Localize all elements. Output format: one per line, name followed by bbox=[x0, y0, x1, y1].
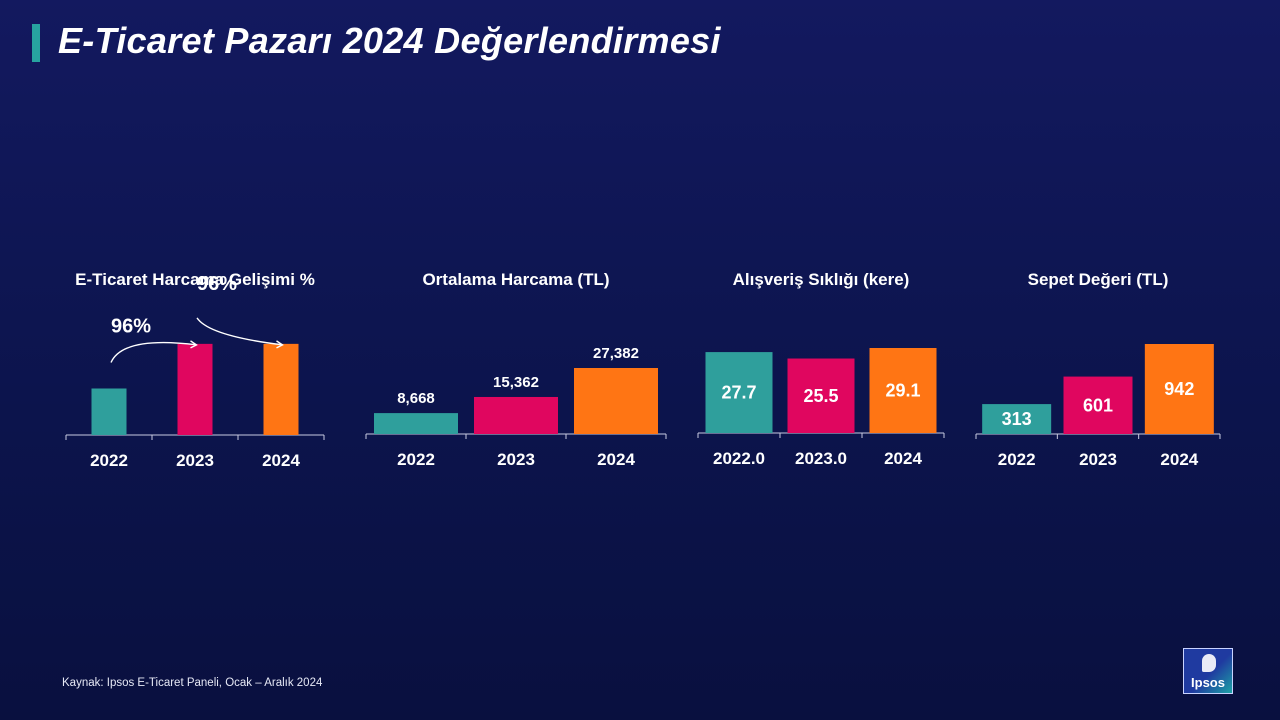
bar-2024 bbox=[1144, 344, 1214, 434]
growth-arrow-head-icon bbox=[190, 340, 198, 349]
data-label: 942 bbox=[1164, 379, 1194, 399]
page-title: E-Ticaret Pazarı 2024 Değerlendirmesi bbox=[58, 20, 721, 61]
x-tick-label: 2022 bbox=[397, 450, 435, 469]
x-tick-label: 2022.0 bbox=[713, 449, 765, 468]
data-label: 15,362 bbox=[493, 374, 539, 391]
growth-arrow bbox=[110, 341, 197, 363]
chart-panel-basket-value: Sepet Değeri (TL) 2022 313 2023 601 2024 942 bbox=[974, 262, 1222, 482]
bar-2023.0 bbox=[787, 358, 855, 433]
chart-basket-value: 2022 313 2023 601 2024 942 bbox=[975, 344, 1221, 469]
data-label: 25.5 bbox=[803, 386, 838, 406]
bar-2024 bbox=[869, 348, 937, 433]
x-tick-label: 2022 bbox=[90, 451, 128, 470]
chart-title: Ortalama Harcama (TL) bbox=[422, 270, 610, 289]
ipsos-logo-mark-icon bbox=[1202, 654, 1216, 672]
bar-2022 bbox=[91, 388, 127, 435]
x-tick-label: 2024 bbox=[884, 449, 922, 468]
source-footnote: Kaynak: Ipsos E-Ticaret Paneli, Ocak – A… bbox=[62, 677, 323, 689]
data-label: 27,382 bbox=[593, 345, 639, 362]
growth-annotation: 96% bbox=[197, 273, 237, 295]
data-label: 27.7 bbox=[721, 383, 756, 403]
x-tick-label: 2023 bbox=[176, 451, 214, 470]
bar-2023 bbox=[177, 343, 213, 435]
chart-spending-growth: 2022 2023 2024 96% 96% bbox=[65, 273, 325, 470]
x-tick-label: 2024 bbox=[262, 451, 300, 470]
chart-average-spending: 2022 8,668 2023 15,362 2024 27,382 bbox=[365, 345, 667, 469]
bar-2024 bbox=[263, 343, 299, 435]
growth-arrow bbox=[196, 317, 283, 346]
x-tick-label: 2024 bbox=[597, 450, 635, 469]
bar-2022 bbox=[982, 404, 1052, 434]
ipsos-logo: Ipsos bbox=[1183, 648, 1233, 694]
data-label: 8,668 bbox=[397, 390, 435, 407]
chart-shopping-frequency: 2022.0 27.7 2023.0 25.5 2024 29.1 bbox=[697, 348, 945, 468]
bar-2023 bbox=[474, 396, 558, 434]
bar-2024 bbox=[574, 368, 658, 434]
chart-title: Sepet Değeri (TL) bbox=[1027, 270, 1169, 289]
bar-2022.0 bbox=[705, 352, 773, 433]
bar-2023 bbox=[1063, 376, 1133, 434]
data-label: 601 bbox=[1083, 395, 1113, 415]
chart-title: Alışveriş Sıklığı (kere) bbox=[732, 270, 910, 289]
x-tick-label: 2023 bbox=[1079, 450, 1117, 469]
x-tick-label: 2022 bbox=[998, 450, 1036, 469]
chart-panel-shopping-frequency: Alışveriş Sıklığı (kere) 2022.0 27.7 2023.… bbox=[696, 262, 946, 482]
x-tick-label: 2024 bbox=[1160, 450, 1198, 469]
title-accent-bar bbox=[32, 24, 40, 62]
chart-panel-spending-growth: E-Ticaret Harcama Gelişimi % 2022 2023 202… bbox=[58, 262, 332, 482]
bar-2022 bbox=[374, 413, 458, 434]
growth-annotation: 96% bbox=[111, 316, 151, 338]
x-tick-label: 2023 bbox=[497, 450, 535, 469]
chart-title: E-Ticaret Harcama Gelişimi % bbox=[75, 270, 315, 289]
data-label: 313 bbox=[1002, 409, 1032, 429]
data-label: 29.1 bbox=[885, 381, 920, 401]
ipsos-logo-text: Ipsos bbox=[1191, 675, 1225, 690]
chart-panel-average-spending: Ortalama Harcama (TL) 2022 8,668 2023 15,36… bbox=[364, 262, 668, 482]
x-tick-label: 2023.0 bbox=[795, 449, 847, 468]
growth-arrow-head-icon bbox=[276, 340, 284, 349]
